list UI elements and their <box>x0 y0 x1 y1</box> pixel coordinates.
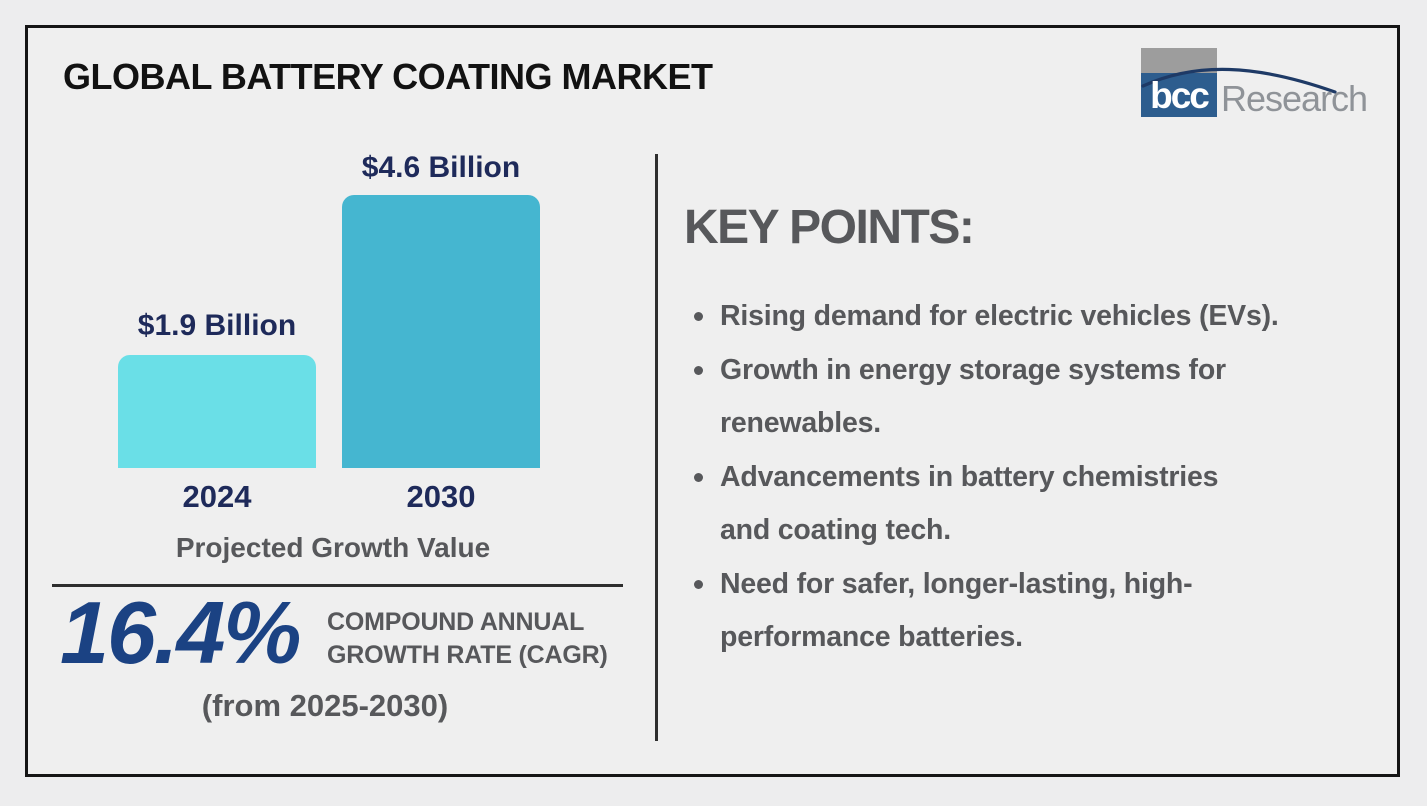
list-item: Need for safer, longer-lasting, high- pe… <box>694 558 1400 665</box>
list-item-text: Rising demand for electric vehicles (EVs… <box>720 300 1279 332</box>
cagr-period: (from 2025-2030) <box>201 688 449 723</box>
bar-2030 <box>342 195 540 468</box>
list-item-text: Need for safer, longer-lasting, high- pe… <box>720 567 1193 654</box>
vertical-divider <box>655 154 658 741</box>
bar-value-label-2030: $4.6 Billion <box>361 151 521 184</box>
key-points-list: Rising demand for electric vehicles (EVs… <box>694 290 1400 665</box>
logo-research-text: Research <box>1221 78 1368 119</box>
x-axis-label-2030: 2030 <box>406 479 476 514</box>
bullet-dot-icon <box>694 472 703 482</box>
list-item-text: Advancements in battery chemistries and … <box>720 460 1219 547</box>
bullet-dot-icon <box>694 312 703 321</box>
bullet-dot-icon <box>694 579 703 589</box>
horizontal-divider <box>52 584 623 587</box>
bcc-research-logo: bcc Research <box>1141 46 1371 120</box>
key-points-heading: KEY POINTS: <box>684 201 975 254</box>
bar-2024 <box>118 355 316 468</box>
list-item: Advancements in battery chemistries and … <box>694 451 1400 558</box>
chart-caption: Projected Growth Value <box>175 532 491 563</box>
list-item: Rising demand for electric vehicles (EVs… <box>694 290 1400 344</box>
logo-bcc-text: bcc <box>1150 75 1210 116</box>
cagr-label: COMPOUND ANNUAL GROWTH RATE (CAGR) <box>327 608 608 669</box>
list-item: Growth in energy storage systems for ren… <box>694 344 1400 451</box>
cagr-value: 16.4% <box>60 583 302 682</box>
list-item-text: Growth in energy storage systems for ren… <box>720 353 1226 440</box>
bar-value-label-2024: $1.9 Billion <box>137 309 297 342</box>
x-axis-label-2024: 2024 <box>182 479 252 514</box>
logo-swoosh-icon <box>1141 67 1337 94</box>
page-title: GLOBAL BATTERY COATING MARKET <box>63 56 713 97</box>
bullet-dot-icon <box>694 365 703 375</box>
